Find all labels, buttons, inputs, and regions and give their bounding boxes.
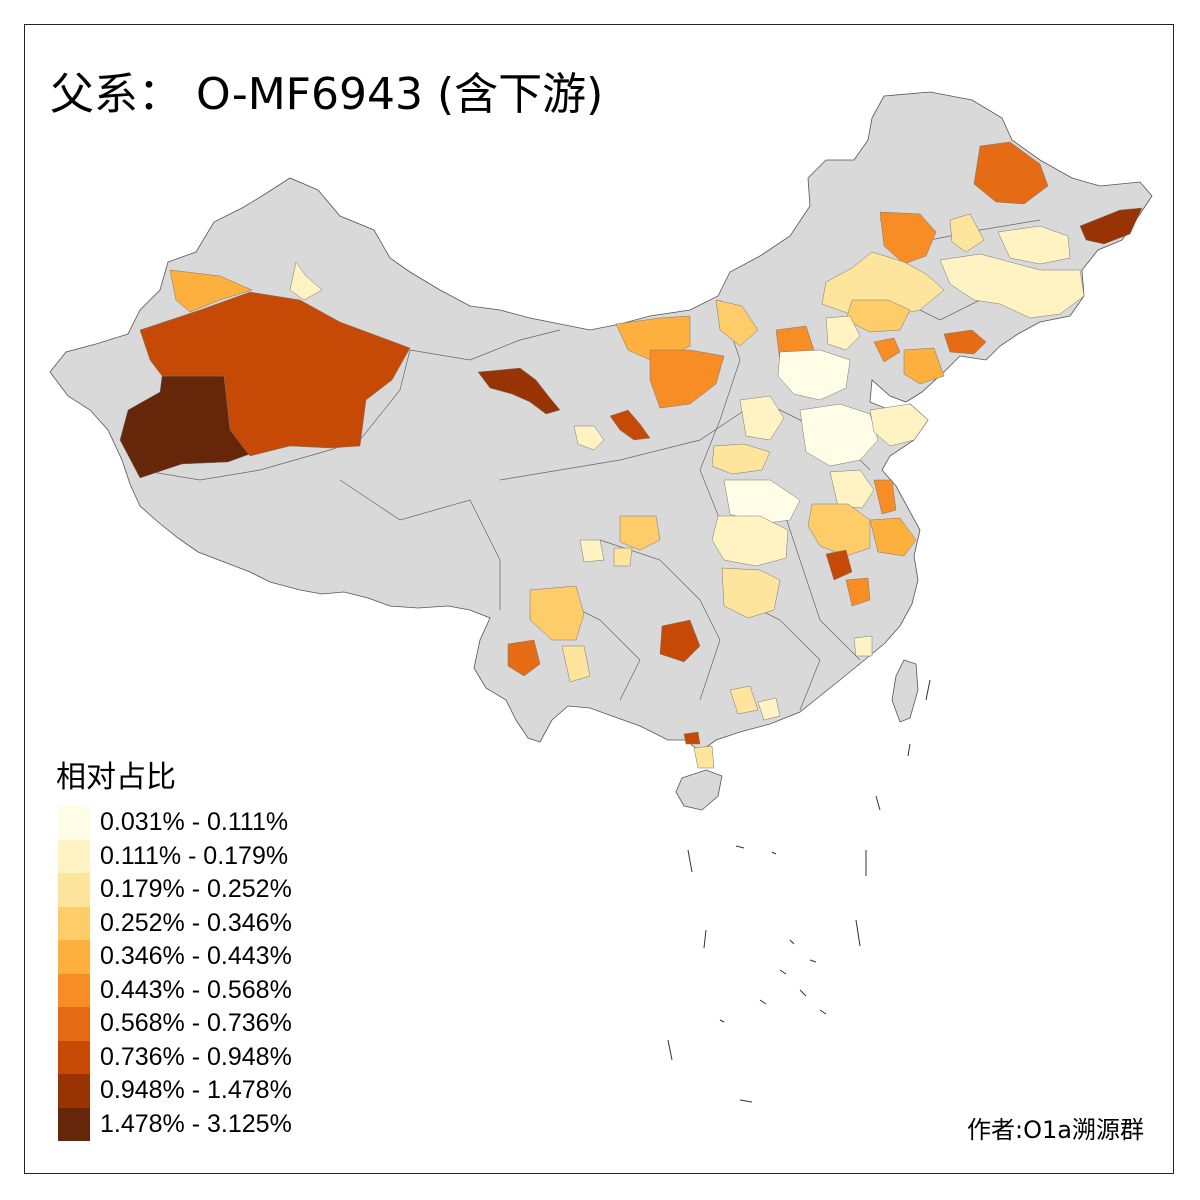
region-shanxi-1 [739,395,785,441]
region-hunan [721,567,781,619]
legend-item: 1.478% - 3.125% [58,1107,292,1141]
region-jiangsu-lyg [873,479,897,515]
region-sichuan-1 [579,539,605,563]
region-yunnan-s [561,645,591,683]
region-shaanxi [619,515,661,551]
legend-label: 0.252% - 0.346% [100,908,292,937]
region-im-e1 [715,299,759,347]
region-henan-n [711,443,771,475]
legend-item: 0.252% - 0.346% [58,906,292,940]
legend-label: 0.346% - 0.443% [100,942,292,971]
region-ili [169,269,253,313]
legend-swatch [58,839,90,873]
legend-item: 0.346% - 0.443% [58,940,292,974]
legend-swatch [58,906,90,940]
region-jiangsu-n [829,469,875,509]
legend-item: 0.948% - 1.478% [58,1074,292,1108]
region-yunnan-w [507,639,541,677]
legend-item: 0.179% - 0.252% [58,873,292,907]
region-xingan [879,211,937,265]
region-liaoning-2 [903,347,945,385]
map-title: 父系： O-MF6943 (含下游) [50,69,604,120]
legend-swatch [58,806,90,840]
legend-item: 0.443% - 0.568% [58,973,292,1007]
region-heilongjiang-e [1079,207,1143,245]
legend-swatch [58,940,90,974]
region-hebei-c [777,349,851,401]
region-sichuan-2 [613,547,633,567]
region-gansu-1 [609,409,651,441]
south-sea-islands [667,679,931,1103]
legend-swatch [58,973,90,1007]
region-nx [573,425,605,451]
legend-label: 0.443% - 0.568% [100,975,292,1004]
legend-item: 0.736% - 0.948% [58,1040,292,1074]
region-inner-mongolia-c [649,349,725,409]
legend-label: 0.179% - 0.252% [100,875,292,904]
hainan-island [675,769,723,811]
region-guangdong [757,697,781,721]
legend-label: 0.948% - 1.478% [100,1076,292,1105]
legend-swatch [58,1074,90,1108]
legend-swatch [58,1040,90,1074]
region-wuhan [825,549,853,581]
region-shandong-w [799,403,879,467]
region-altay [289,261,323,301]
region-liaoning-1 [943,329,987,355]
region-beijing [825,315,861,351]
legend-swatch [58,1007,90,1041]
region-leizhou [693,745,715,769]
region-hlj-c [997,225,1071,265]
region-yunnan-c [529,585,585,641]
region-tarim [139,291,411,457]
legend-item: 0.111% - 0.179% [58,839,292,873]
data-regions [119,141,1143,769]
legend-label: 1.478% - 3.125% [100,1109,292,1138]
legend-label: 0.031% - 0.111% [100,808,289,837]
region-jilin [939,253,1085,319]
region-shandong-e [869,403,929,447]
region-qinghai-haixi [477,367,561,415]
legend: 0.031% - 0.111% 0.111% - 0.179% 0.179% -… [58,806,292,1141]
legend-label: 0.568% - 0.736% [100,1009,292,1038]
legend-swatch [58,1107,90,1141]
legend-title: 相对占比 [56,760,176,795]
legend-swatch [58,873,90,907]
legend-item: 0.031% - 0.111% [58,806,292,840]
region-hubei [711,515,789,567]
legend-label: 0.111% - 0.179% [100,841,289,870]
region-beihai [683,731,701,745]
region-guizhou [659,619,701,663]
taiwan-island [891,659,919,723]
legend-item: 0.568% - 0.736% [58,1007,292,1041]
region-jiangxi [845,577,871,607]
region-guangxi [729,685,759,715]
region-tianjin [873,337,901,363]
legend-label: 0.736% - 0.948% [100,1042,292,1071]
region-hulunbuir [973,141,1049,205]
region-jiangsu-s [869,517,917,557]
author-credit: 作者:O1a溯源群 [967,1116,1144,1144]
region-hlj-w [949,213,985,253]
region-henan-c [723,479,801,525]
region-fujian [853,635,873,657]
region-anhui [807,503,871,557]
